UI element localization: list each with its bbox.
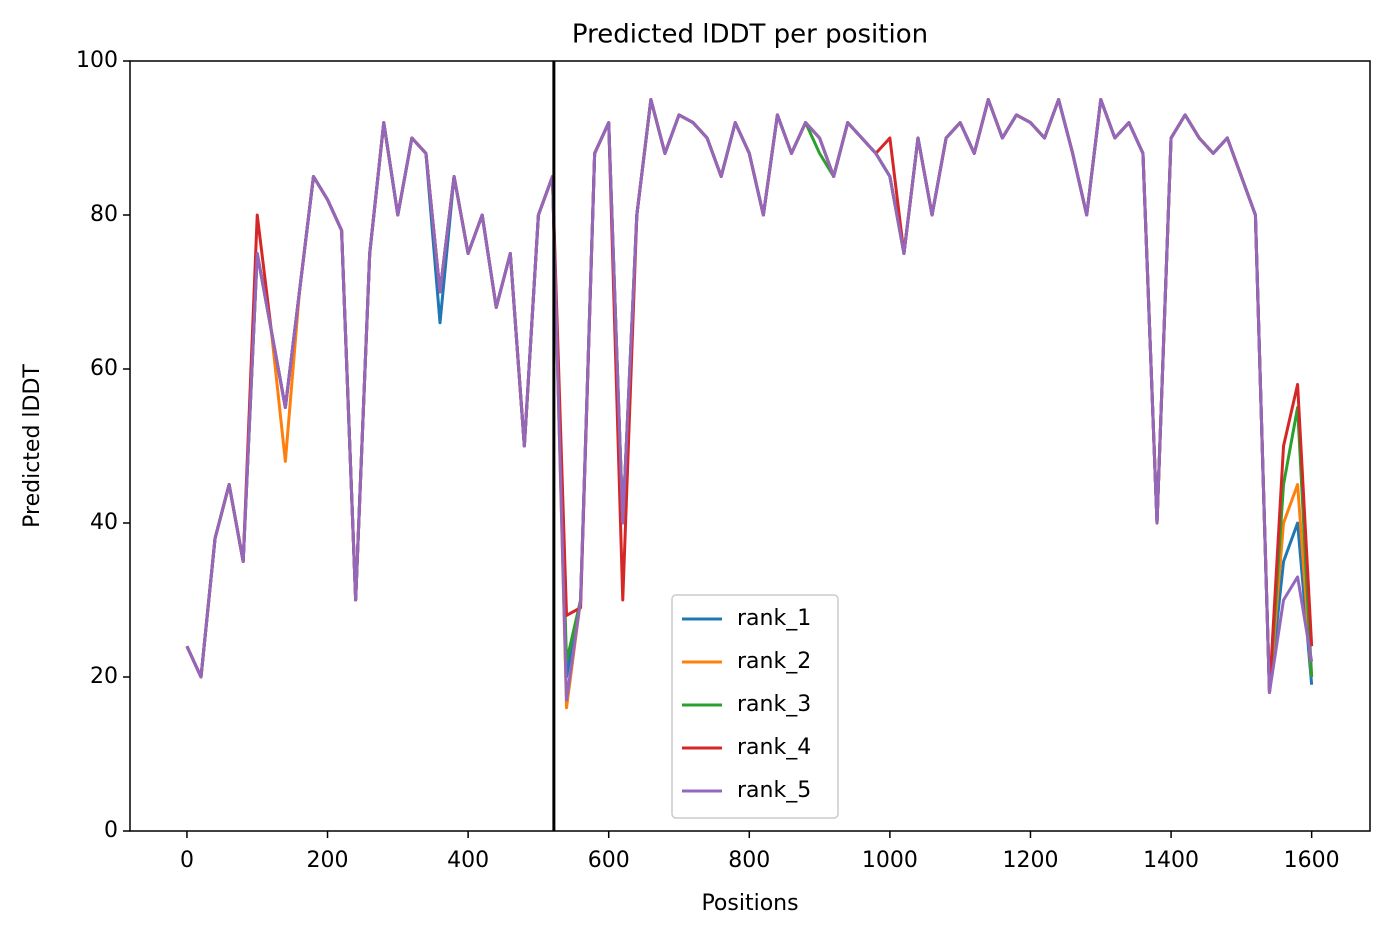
legend-label: rank_3 [737, 692, 811, 717]
plot-frame [129, 60, 1371, 832]
x-tick-label: 1600 [1284, 848, 1340, 873]
x-tick-label: 1000 [862, 848, 918, 873]
y-tick-label: 60 [90, 356, 118, 381]
y-tick-label: 80 [90, 202, 118, 227]
x-tick-label: 600 [588, 848, 630, 873]
legend-label: rank_1 [737, 606, 811, 631]
legend-label: rank_4 [737, 735, 811, 760]
legend-label: rank_5 [737, 778, 811, 803]
legend-box [671, 594, 839, 819]
x-tick-label: 0 [180, 848, 194, 873]
y-axis-label: Predicted lDDT [20, 364, 45, 528]
x-axis-label: Positions [701, 891, 798, 916]
x-tick-label: 800 [728, 848, 770, 873]
y-tick-label: 100 [76, 48, 118, 73]
y-tick-label: 20 [90, 664, 118, 689]
legend-label: rank_2 [737, 649, 811, 674]
y-tick-label: 0 [104, 818, 118, 843]
y-tick-label: 40 [90, 510, 118, 535]
series-line [185, 98, 1314, 702]
x-tick-label: 1400 [1143, 848, 1199, 873]
x-tick-label: 200 [307, 848, 349, 873]
x-tick-label: 400 [447, 848, 489, 873]
x-tick-label: 1200 [1002, 848, 1058, 873]
chart-title: Predicted lDDT per position [572, 20, 928, 50]
